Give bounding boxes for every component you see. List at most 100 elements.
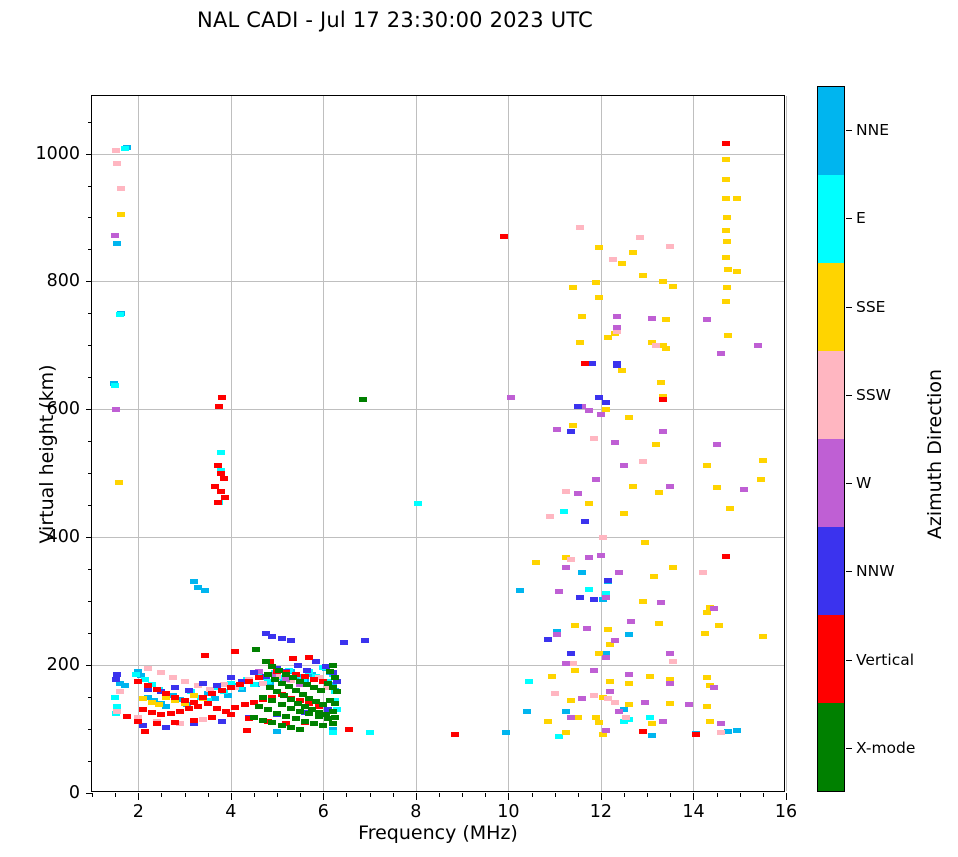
data-point-sse [138,695,147,701]
data-point-x-mode [263,707,272,713]
y-tick-major [85,665,92,667]
data-point-sse [624,680,633,686]
data-point-sse [659,278,668,284]
data-point-vertical [148,709,157,715]
data-point-sse [571,622,580,628]
colorbar-tick [846,130,852,132]
data-point-nnw [268,633,277,639]
data-point-w [610,440,619,446]
data-point-ssw [668,659,677,665]
data-point-vertical [245,678,254,684]
data-point-w [601,727,610,733]
colorbar-tick [846,306,852,308]
data-point-sse [724,333,733,339]
data-point-sse [578,314,587,320]
data-point-w [596,552,605,558]
data-point-vertical [166,711,175,717]
data-point-x-mode [323,716,332,722]
data-point-x-mode [358,397,367,403]
x-gridline [600,96,602,791]
data-point-e [328,729,337,735]
colorbar-tick [846,218,852,220]
data-point-vertical [226,712,235,718]
data-point-nne [136,673,145,679]
data-point-w [562,565,571,571]
x-tick-minor [716,793,718,797]
data-point-ssw [698,569,707,575]
x-tick-minor [531,793,533,797]
x-tick-minor [439,793,440,797]
data-point-nne [115,680,124,686]
data-point-w [585,408,594,414]
x-tick-minor [462,793,464,797]
data-point-vertical [216,470,225,476]
data-point-x-mode [319,723,328,729]
data-point-w [552,427,561,433]
data-point-sse [543,718,552,724]
y-tick-label: 1000 [35,143,80,164]
data-point-ssw [717,729,726,735]
x-tick-major [323,793,325,800]
data-point-w [610,638,619,644]
data-point-nnw [580,518,589,524]
data-point-nnw [601,400,610,406]
data-point-x-mode [249,715,258,721]
data-point-vertical [194,703,203,709]
data-point-nnw [566,651,575,657]
x-tick-minor [554,793,556,797]
data-point-sse [721,157,730,163]
colorbar-tick [846,747,852,749]
data-point-sse [661,317,670,323]
x-gridline [415,96,417,791]
data-point-nne [194,584,203,590]
data-point-nne [143,694,152,700]
data-point-sse [617,368,626,374]
data-point-sse [703,675,712,681]
data-point-e [525,678,534,684]
data-point-nne [733,728,742,734]
data-point-vertical [203,700,212,706]
data-point-e [115,312,124,318]
data-point-nnw [573,403,582,409]
data-point-nnw [199,680,208,686]
data-point-ssw [175,721,184,727]
data-point-w [717,721,726,727]
data-point-e [645,715,654,721]
data-point-sse [705,683,714,689]
data-point-e [203,697,212,703]
data-point-nnw [238,678,247,684]
data-point-sse [650,574,659,580]
data-point-e [585,587,594,593]
y-tick-label: 400 [46,527,80,548]
data-point-x-mode [280,693,288,699]
data-point-ssw [113,708,122,714]
data-point-x-mode [330,675,339,681]
data-point-vertical [152,721,161,727]
data-point-sse [666,700,675,706]
y-gridline [92,537,784,539]
data-point-ssw [603,695,612,701]
data-point-w [666,483,675,489]
data-point-nnw [217,718,226,724]
data-point-sse [620,511,629,517]
data-point-sse [714,622,723,628]
y-tick-minor [88,601,92,603]
x-tick-label: 14 [682,802,705,822]
data-point-x-mode [268,720,277,726]
data-point-vertical [189,717,198,723]
data-point-nnw [286,638,295,644]
data-point-x-mode [270,676,279,682]
data-point-vertical [122,713,131,719]
data-point-vertical [231,648,240,654]
data-point-x-mode [319,702,328,708]
data-point-nnw [321,663,330,669]
data-point-w [555,589,564,595]
x-tick-major [415,793,417,800]
data-point-nne [647,732,656,738]
data-point-sse [703,610,712,616]
data-point-ssw [608,256,617,262]
data-point-sse [189,693,198,699]
data-point-ssw [152,718,161,724]
colorbar-segment-vertical [818,615,844,703]
y-tick-minor [88,761,92,763]
